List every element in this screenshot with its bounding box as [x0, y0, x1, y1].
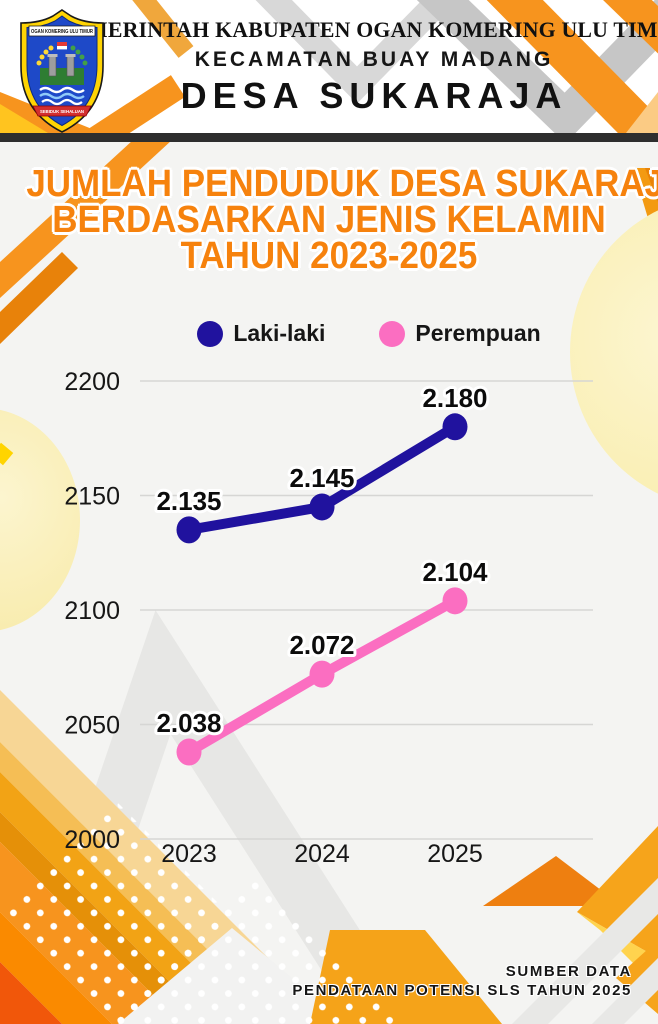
source-note-line2: PENDATAAN POTENSI SLS TAHUN 2025	[292, 982, 632, 999]
header-divider	[0, 133, 658, 142]
y-tick-label: 2200	[64, 368, 120, 396]
source-note: SUMBER DATA PENDATAAN POTENSI SLS TAHUN …	[292, 962, 632, 1000]
y-tick-label: 2150	[64, 483, 120, 511]
data-point-perempuan	[442, 587, 468, 615]
stripe-amber	[0, 772, 252, 1024]
x-tick-label: 2023	[161, 840, 217, 868]
data-point-laki-laki	[442, 413, 468, 441]
left-yellow-square	[0, 442, 14, 466]
orange-band-1	[486, 0, 658, 133]
logo-motto: SEBIDUK SEHALUAN	[40, 109, 85, 114]
logo-wheat	[36, 45, 54, 66]
amber-band-topleft	[132, 0, 194, 58]
dot-grid-2	[109, 878, 401, 1024]
data-point-perempuan	[309, 660, 335, 688]
logo-green-dots	[70, 45, 88, 66]
district-name: KECAMATAN BUAY MADANG	[194, 47, 554, 71]
data-point-perempuan	[176, 738, 202, 766]
br-gray-band-1	[512, 878, 658, 1024]
logo-region-name: OGAN KOMERING ULU TIMUR	[31, 29, 93, 35]
logo-flag-red	[57, 42, 67, 46]
data-label: 2.072	[289, 630, 354, 660]
stripe-pale	[0, 690, 334, 1024]
logo-field	[40, 68, 84, 85]
chart-legend: Laki-laki Perempuan	[40, 320, 658, 347]
stripe-darkamber	[0, 812, 212, 1024]
data-point-laki-laki	[309, 493, 335, 521]
stripe-orange	[0, 842, 182, 1024]
series-line-perempuan	[184, 595, 460, 757]
x-tick-label: 2025	[427, 840, 483, 868]
x-tick-label: 2024	[294, 840, 350, 868]
chart-title-line3: TAHUN 2023-2025	[180, 235, 478, 277]
header-banner: OGAN KOMERING ULU TIMUR	[0, 0, 658, 133]
br-dark-triangle	[483, 856, 622, 906]
stripe-redorange	[0, 962, 62, 1024]
stripe-brightorange	[0, 912, 112, 1024]
data-label: 2.180	[422, 383, 487, 413]
header-decoration	[0, 0, 658, 133]
source-note-line1: SUMBER DATA	[505, 963, 632, 980]
gray-chevron-small	[255, 0, 459, 104]
logo-dam	[47, 54, 76, 77]
header-text: PEMERINTAH KABUPATEN OGAN KOMERING ULU T…	[59, 0, 658, 133]
left-yellow-blob	[0, 409, 80, 631]
village-name: DESA SUKARAJA	[180, 74, 568, 116]
legend-label: Laki-laki	[233, 320, 326, 346]
data-label: 2.145	[289, 463, 354, 493]
chart-title-line1: JUMLAH PENDUDUK DESA SUKARAJA	[26, 163, 658, 205]
br-amber-triangle	[577, 826, 658, 958]
regency-logo: OGAN KOMERING ULU TIMUR	[20, 9, 104, 133]
orange-band-bottomleft	[84, 75, 186, 133]
logo-ribbon	[32, 105, 92, 117]
yellow-corner-triangle	[0, 104, 48, 133]
dot-grid-1	[0, 800, 232, 1024]
y-tick-label: 2100	[64, 597, 120, 625]
orange-band-2	[603, 0, 658, 54]
y-tick-label: 2000	[64, 826, 120, 854]
gray-chevron-large	[416, 0, 658, 133]
chart-title-line2: BERDASARKAN JENIS KELAMIN	[52, 199, 606, 241]
legend-dot-laki-laki	[197, 320, 224, 347]
data-label: 2.038	[156, 708, 221, 738]
legend-dot-perempuan	[379, 320, 406, 347]
data-label: 2.135	[156, 486, 221, 516]
legend-item-laki-laki: Laki-laki	[197, 320, 325, 347]
legend-item-perempuan: Perempuan	[379, 320, 541, 347]
legend-label: Perempuan	[415, 320, 541, 346]
logo-flag-white	[57, 46, 67, 50]
chart-title: JUMLAH PENDUDUK DESA SUKARAJA BERDASARKA…	[0, 163, 658, 277]
y-tick-label: 2050	[64, 712, 120, 740]
logo-waves	[39, 86, 85, 106]
data-point-laki-laki	[176, 516, 202, 544]
series-line-laki-laki	[184, 421, 460, 535]
logo-banner	[28, 25, 96, 37]
peach-triangle	[626, 92, 658, 133]
stripe-lightamber	[0, 742, 282, 1024]
government-name: PEMERINTAH KABUPATEN OGAN KOMERING ULU T…	[58, 16, 658, 42]
data-label: 2.104	[422, 557, 488, 587]
